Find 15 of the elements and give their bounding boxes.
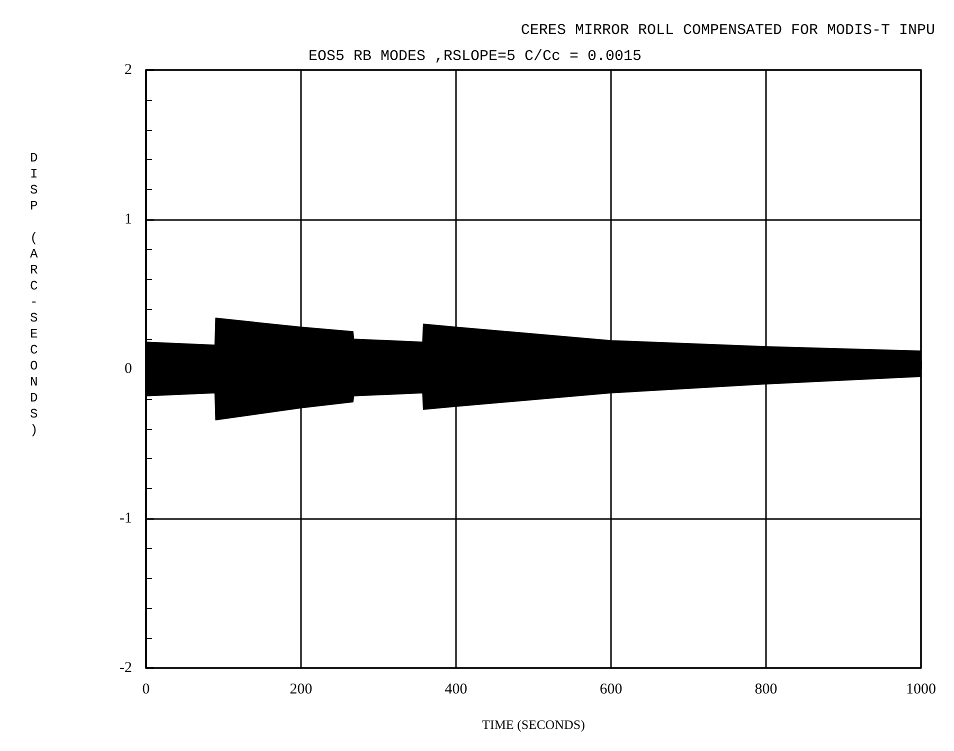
chart-title: CERES MIRROR ROLL COMPENSATED FOR MODIS-T INPU [520,22,936,39]
chart-subtitle: EOS5 RB MODES ,RSLOPE=5 C/Cc = 0.0015 [308,48,642,65]
y-tick-label: 2 [124,62,132,78]
x-tick-label: 200 [290,682,312,698]
x-tick-label: 800 [754,682,778,698]
x-tick-label: 600 [600,682,622,698]
y-tick-label: -1 [120,510,132,526]
y-tick-label: 1 [124,212,132,228]
x-axis-title: TIME (SECONDS) [482,717,585,732]
x-tick-label: 0 [142,682,150,698]
y-tick-label: -2 [120,660,132,676]
x-tick-label: 400 [444,682,468,698]
x-tick-label: 1000 [906,682,936,698]
y-tick-label: 0 [124,361,132,377]
text: DISP (ARC-SECONDS) [30,150,38,438]
